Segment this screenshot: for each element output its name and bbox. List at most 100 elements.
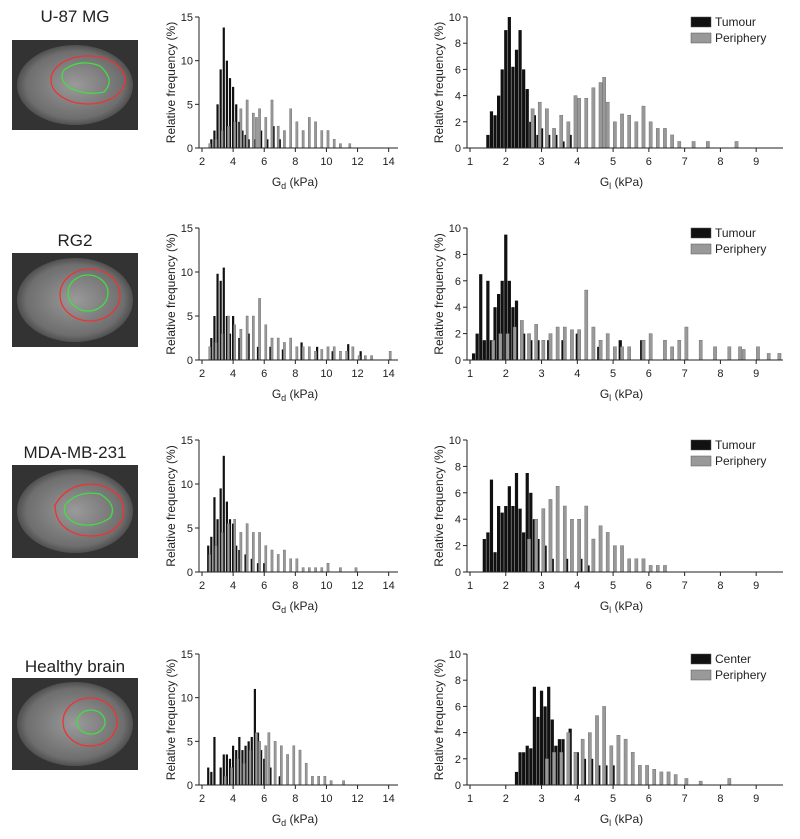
- y-tick-label: 15: [181, 12, 193, 24]
- y-tick-label: 5: [187, 736, 193, 748]
- bar: [645, 765, 649, 786]
- bar: [219, 69, 222, 148]
- x-tick-label: 6: [646, 368, 652, 380]
- x-tick-label: 5: [610, 368, 616, 380]
- x-axis-label-part: G: [272, 387, 281, 401]
- x-tick-label: 1: [467, 368, 473, 380]
- bar: [301, 346, 305, 361]
- y-tick-label: 10: [181, 693, 193, 705]
- bar: [222, 27, 225, 149]
- bar: [570, 519, 574, 573]
- y-tick-label: 15: [181, 223, 193, 235]
- y-tick-label: 5: [187, 523, 193, 535]
- bar: [548, 499, 553, 573]
- bar: [559, 115, 564, 149]
- bar: [522, 69, 526, 148]
- bar: [207, 545, 210, 572]
- bar: [552, 752, 556, 786]
- bar: [314, 567, 317, 573]
- bar: [573, 752, 578, 786]
- bar: [364, 355, 367, 361]
- bar: [220, 532, 224, 573]
- bar: [598, 340, 603, 361]
- x-tick-label: 6: [646, 156, 652, 168]
- bar: [518, 508, 522, 572]
- bar: [511, 506, 515, 572]
- bar: [532, 686, 536, 785]
- x-tick-label: 4: [574, 580, 580, 592]
- x-tick-label: 6: [261, 793, 267, 805]
- bar: [308, 567, 311, 573]
- x-tick-label: 2: [199, 793, 205, 805]
- x-tick-label: 3: [538, 156, 544, 168]
- bar: [620, 113, 624, 149]
- bar: [332, 139, 336, 149]
- bar: [298, 749, 302, 786]
- y-tick-label: 4: [455, 514, 461, 526]
- bar: [514, 771, 519, 785]
- bar: [534, 324, 538, 361]
- x-tick-label: 12: [351, 580, 363, 592]
- bar: [332, 346, 336, 361]
- y-tick-label: 0: [187, 355, 193, 367]
- bar: [598, 525, 603, 573]
- bar: [258, 741, 261, 786]
- bar: [648, 121, 653, 149]
- bar: [493, 115, 497, 148]
- bar: [663, 565, 667, 573]
- x-tick-label: 8: [717, 368, 723, 380]
- x-tick-label: 4: [574, 793, 580, 805]
- y-tick-label: 0: [187, 567, 193, 579]
- bar: [326, 563, 330, 573]
- bar: [210, 139, 213, 148]
- bar: [242, 762, 246, 786]
- bar: [471, 353, 476, 360]
- bar: [536, 716, 540, 785]
- bar: [238, 338, 241, 360]
- bar: [504, 30, 508, 149]
- bar: [504, 234, 508, 360]
- bar: [670, 346, 674, 361]
- bar: [225, 754, 228, 785]
- y-axis-label: Relative frequency (%): [164, 233, 178, 354]
- bar: [210, 536, 213, 572]
- y-tick-label: 5: [187, 311, 193, 323]
- bar: [339, 351, 342, 361]
- bar: [301, 567, 305, 573]
- bar: [482, 539, 486, 572]
- bar: [213, 736, 216, 785]
- y-tick-label: 8: [455, 249, 461, 261]
- bar: [766, 353, 771, 361]
- x-axis-label-part: (kPa): [286, 175, 318, 189]
- bar: [548, 333, 553, 361]
- bar: [666, 771, 671, 786]
- bar: [648, 565, 653, 573]
- bar: [555, 326, 560, 361]
- y-tick-label: 4: [455, 91, 461, 103]
- bar: [339, 143, 342, 149]
- x-tick-label: 10: [320, 156, 332, 168]
- x-tick-label: 4: [574, 368, 580, 380]
- x-tick-label: 7: [682, 156, 688, 168]
- bar: [738, 346, 742, 361]
- bar: [616, 735, 621, 786]
- bar: [256, 732, 260, 785]
- bar: [591, 538, 596, 573]
- legend-label: Tumour: [715, 15, 756, 29]
- y-tick-label: 10: [449, 12, 461, 24]
- y-axis-label: Relative frequency (%): [432, 445, 446, 566]
- y-tick-label: 10: [449, 223, 461, 235]
- bar: [214, 342, 218, 361]
- bar: [314, 351, 317, 361]
- bar: [233, 519, 236, 573]
- bar: [235, 750, 238, 785]
- bar: [562, 326, 567, 361]
- x-tick-label: 1: [467, 793, 473, 805]
- bar: [228, 333, 232, 360]
- bar: [498, 333, 503, 361]
- bar: [609, 745, 614, 786]
- legend-swatch: [690, 227, 712, 239]
- bar: [580, 738, 585, 786]
- x-axis-label-part: l: [609, 818, 611, 828]
- bar: [326, 130, 330, 149]
